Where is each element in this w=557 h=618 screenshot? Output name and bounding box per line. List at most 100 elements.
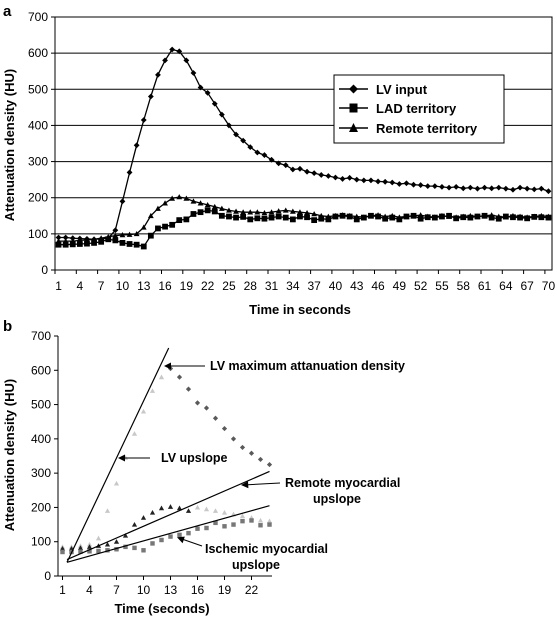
y-tick-label-b: 0 [44,569,51,583]
x-tick-label-a: 7 [98,279,105,293]
point-triangle [183,195,190,201]
point-b-ischemic [231,522,236,527]
point-square [204,207,211,214]
point-square [126,241,133,247]
x-tick-label-a: 49 [393,279,407,293]
point-triangle [495,213,502,219]
point-b-ischemic [177,532,182,538]
point-triangle [417,212,424,218]
point-diamond [147,93,154,100]
point-diamond [119,198,126,205]
point-triangle [453,214,460,220]
x-tick-label-b: 22 [245,583,259,597]
point-triangle [211,203,218,210]
x-ticks-a: 1 4 7 10 13 16 19 22 25 28 31 34 37 40 43 46 49 52 55 58 61 6… [54,270,555,293]
x-ticks-b: 1 4 7 10 13 16 19 22 [59,576,258,597]
point-diamond [176,48,183,55]
point-square [233,214,239,221]
x-tick-label-b: 19 [218,583,232,597]
point-square [169,221,176,228]
point-b-ischemic [150,541,155,546]
point-triangle [240,209,247,215]
point-triangle [424,213,431,219]
annotation-ischemic-line2: upslope [232,558,280,572]
x-tick-label-a: 28 [244,279,258,293]
point-triangle [76,237,83,243]
point-b-remote [104,541,111,547]
x-tick-label-b: 16 [191,583,205,597]
point-triangle [353,213,360,219]
point-diamond [304,168,310,175]
x-tick-label-b: 1 [59,583,66,597]
x-tick-label-b: 4 [86,583,93,597]
point-diamond [197,84,204,91]
point-square [155,225,161,232]
point-diamond [424,183,431,190]
point-square [98,238,105,245]
point-diamond [268,156,275,163]
y-ticks-a: 0 100 200 300 400 500 600 700 [28,10,55,277]
point-b-remote [167,504,174,509]
x-tick-label-a: 52 [414,279,428,293]
point-diamond [382,178,389,185]
point-b-ischemic [249,518,254,523]
point-triangle [140,224,147,230]
point-diamond [126,169,133,176]
point-square [488,214,495,221]
point-b-ischemic [78,549,83,554]
y-tick-label-b: 200 [31,500,51,514]
point-square [176,217,183,224]
point-square [91,240,97,246]
annotation-lv-max: LV maximum attanuation density [210,359,405,373]
point-b-lv [113,480,120,486]
point-triangle [403,213,410,219]
x-tick-label-a: 67 [520,279,534,293]
point-diamond [226,122,232,129]
point-diamond [410,181,417,188]
point-diamond [332,174,339,181]
point-triangle [318,212,325,219]
point-triangle [247,209,254,215]
point-diamond [233,131,239,138]
legend-marker-lv [349,84,358,94]
point-diamond [360,177,367,184]
fit-line-lv [66,347,170,563]
y-tick-label-a: 600 [28,46,48,60]
y-tick-label-b: 500 [31,398,51,412]
point-square [282,214,289,221]
x-tick-label-a: 34 [286,279,300,293]
x-tick-label-a: 22 [201,279,215,293]
y-ticks-b: 0 100 200 300 400 500 600 700 [31,329,58,583]
point-square [140,243,147,250]
point-triangle [474,213,481,219]
point-triangle [275,208,282,214]
point-triangle [155,205,161,211]
point-triangle [169,195,176,201]
point-square [162,223,168,230]
x-axis-title-b: Time (seconds) [114,601,209,616]
point-square [133,241,140,248]
point-b-lv [239,444,246,451]
point-diamond [545,188,552,195]
point-diamond [403,180,410,187]
point-triangle [289,208,296,214]
series-line-square [58,209,549,248]
point-diamond [396,181,403,187]
fit-line-ischemic [66,505,270,563]
point-b-ischemic [222,524,227,529]
x-tick-label-b: 10 [137,583,151,597]
point-b-ischemic [258,523,263,528]
point-b-lv [131,431,138,436]
point-b-ischemic [105,548,110,553]
arrowhead-lv-max [164,362,171,370]
point-diamond [155,71,161,78]
point-triangle [396,214,403,220]
point-triangle [339,212,346,218]
x-tick-label-a: 25 [222,279,236,293]
point-diamond [517,184,523,191]
point-square [261,215,268,222]
point-b-remote [239,513,246,519]
point-triangle [112,232,119,238]
arrowhead-remote-upslope [241,481,249,489]
point-b-ischemic [204,525,209,531]
